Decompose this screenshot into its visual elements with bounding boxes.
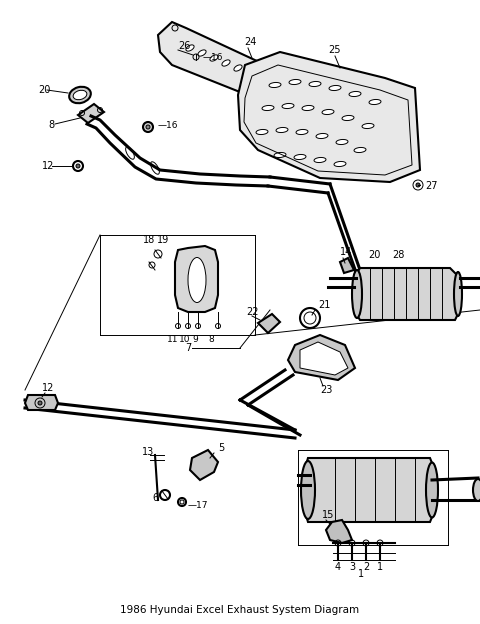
Ellipse shape <box>336 139 348 145</box>
Ellipse shape <box>289 79 301 84</box>
Ellipse shape <box>269 82 281 87</box>
Text: 27: 27 <box>425 181 437 191</box>
Circle shape <box>146 125 150 129</box>
Text: 7: 7 <box>185 343 191 353</box>
Ellipse shape <box>296 129 308 135</box>
Ellipse shape <box>246 70 254 76</box>
Polygon shape <box>238 52 420 182</box>
Polygon shape <box>190 450 218 480</box>
Ellipse shape <box>314 157 326 162</box>
Text: 5: 5 <box>218 443 224 453</box>
Text: 19: 19 <box>157 235 169 245</box>
Polygon shape <box>304 458 436 522</box>
Ellipse shape <box>342 115 354 120</box>
Text: 12: 12 <box>42 383 54 393</box>
Circle shape <box>143 122 153 132</box>
Text: 2: 2 <box>363 562 369 572</box>
Text: 18: 18 <box>143 235 155 245</box>
Text: 1: 1 <box>377 562 383 572</box>
Ellipse shape <box>334 162 346 167</box>
Text: 8: 8 <box>48 120 54 130</box>
Polygon shape <box>300 342 348 375</box>
Ellipse shape <box>349 92 361 97</box>
Ellipse shape <box>301 461 315 519</box>
Ellipse shape <box>222 60 230 66</box>
Text: —16: —16 <box>158 120 179 130</box>
Text: 11: 11 <box>167 336 179 344</box>
Ellipse shape <box>256 129 268 135</box>
Text: 8: 8 <box>208 336 214 344</box>
Ellipse shape <box>473 479 480 501</box>
Ellipse shape <box>258 75 266 81</box>
Text: 1: 1 <box>358 569 364 579</box>
Text: 14: 14 <box>340 247 352 257</box>
Ellipse shape <box>369 99 381 105</box>
Ellipse shape <box>322 109 334 115</box>
Ellipse shape <box>329 85 341 90</box>
Polygon shape <box>158 22 275 100</box>
Polygon shape <box>258 314 280 333</box>
Ellipse shape <box>309 82 321 87</box>
Text: 26: 26 <box>178 41 191 51</box>
Ellipse shape <box>302 105 314 110</box>
Circle shape <box>38 401 42 405</box>
Ellipse shape <box>426 462 438 517</box>
Text: 3: 3 <box>349 562 355 572</box>
Text: —16: —16 <box>203 52 224 62</box>
Text: 20: 20 <box>38 85 50 95</box>
Text: 6: 6 <box>152 493 158 503</box>
Text: 10: 10 <box>179 336 191 344</box>
Text: 25: 25 <box>328 45 340 55</box>
Circle shape <box>76 164 80 168</box>
Ellipse shape <box>454 272 462 316</box>
Ellipse shape <box>186 45 194 51</box>
Text: 15: 15 <box>322 510 335 520</box>
Text: 1986 Hyundai Excel Exhaust System Diagram: 1986 Hyundai Excel Exhaust System Diagra… <box>120 605 360 615</box>
Ellipse shape <box>188 258 206 303</box>
Ellipse shape <box>276 127 288 132</box>
Text: 13: 13 <box>142 447 154 457</box>
Text: 28: 28 <box>392 250 404 260</box>
Ellipse shape <box>262 105 274 110</box>
Polygon shape <box>288 335 355 380</box>
Text: 23: 23 <box>320 385 332 395</box>
Polygon shape <box>25 395 58 410</box>
Ellipse shape <box>316 134 328 139</box>
Text: 4: 4 <box>335 562 341 572</box>
Polygon shape <box>175 246 218 312</box>
Polygon shape <box>78 104 104 123</box>
Text: 9: 9 <box>192 336 198 344</box>
Text: 24: 24 <box>244 37 256 47</box>
Polygon shape <box>355 268 460 320</box>
Text: —17: —17 <box>188 500 208 510</box>
Ellipse shape <box>362 124 374 129</box>
Ellipse shape <box>294 155 306 160</box>
Text: 22: 22 <box>246 307 259 317</box>
Polygon shape <box>340 258 354 273</box>
Ellipse shape <box>282 104 294 109</box>
Ellipse shape <box>234 65 242 71</box>
Ellipse shape <box>354 147 366 152</box>
Ellipse shape <box>274 152 286 157</box>
Ellipse shape <box>352 270 362 318</box>
Ellipse shape <box>73 90 87 100</box>
Ellipse shape <box>198 50 206 56</box>
Circle shape <box>416 183 420 187</box>
Ellipse shape <box>210 55 218 61</box>
Ellipse shape <box>69 87 91 103</box>
Text: 21: 21 <box>318 300 330 310</box>
Polygon shape <box>326 520 352 543</box>
Text: 20: 20 <box>368 250 380 260</box>
Text: 12: 12 <box>42 161 54 171</box>
